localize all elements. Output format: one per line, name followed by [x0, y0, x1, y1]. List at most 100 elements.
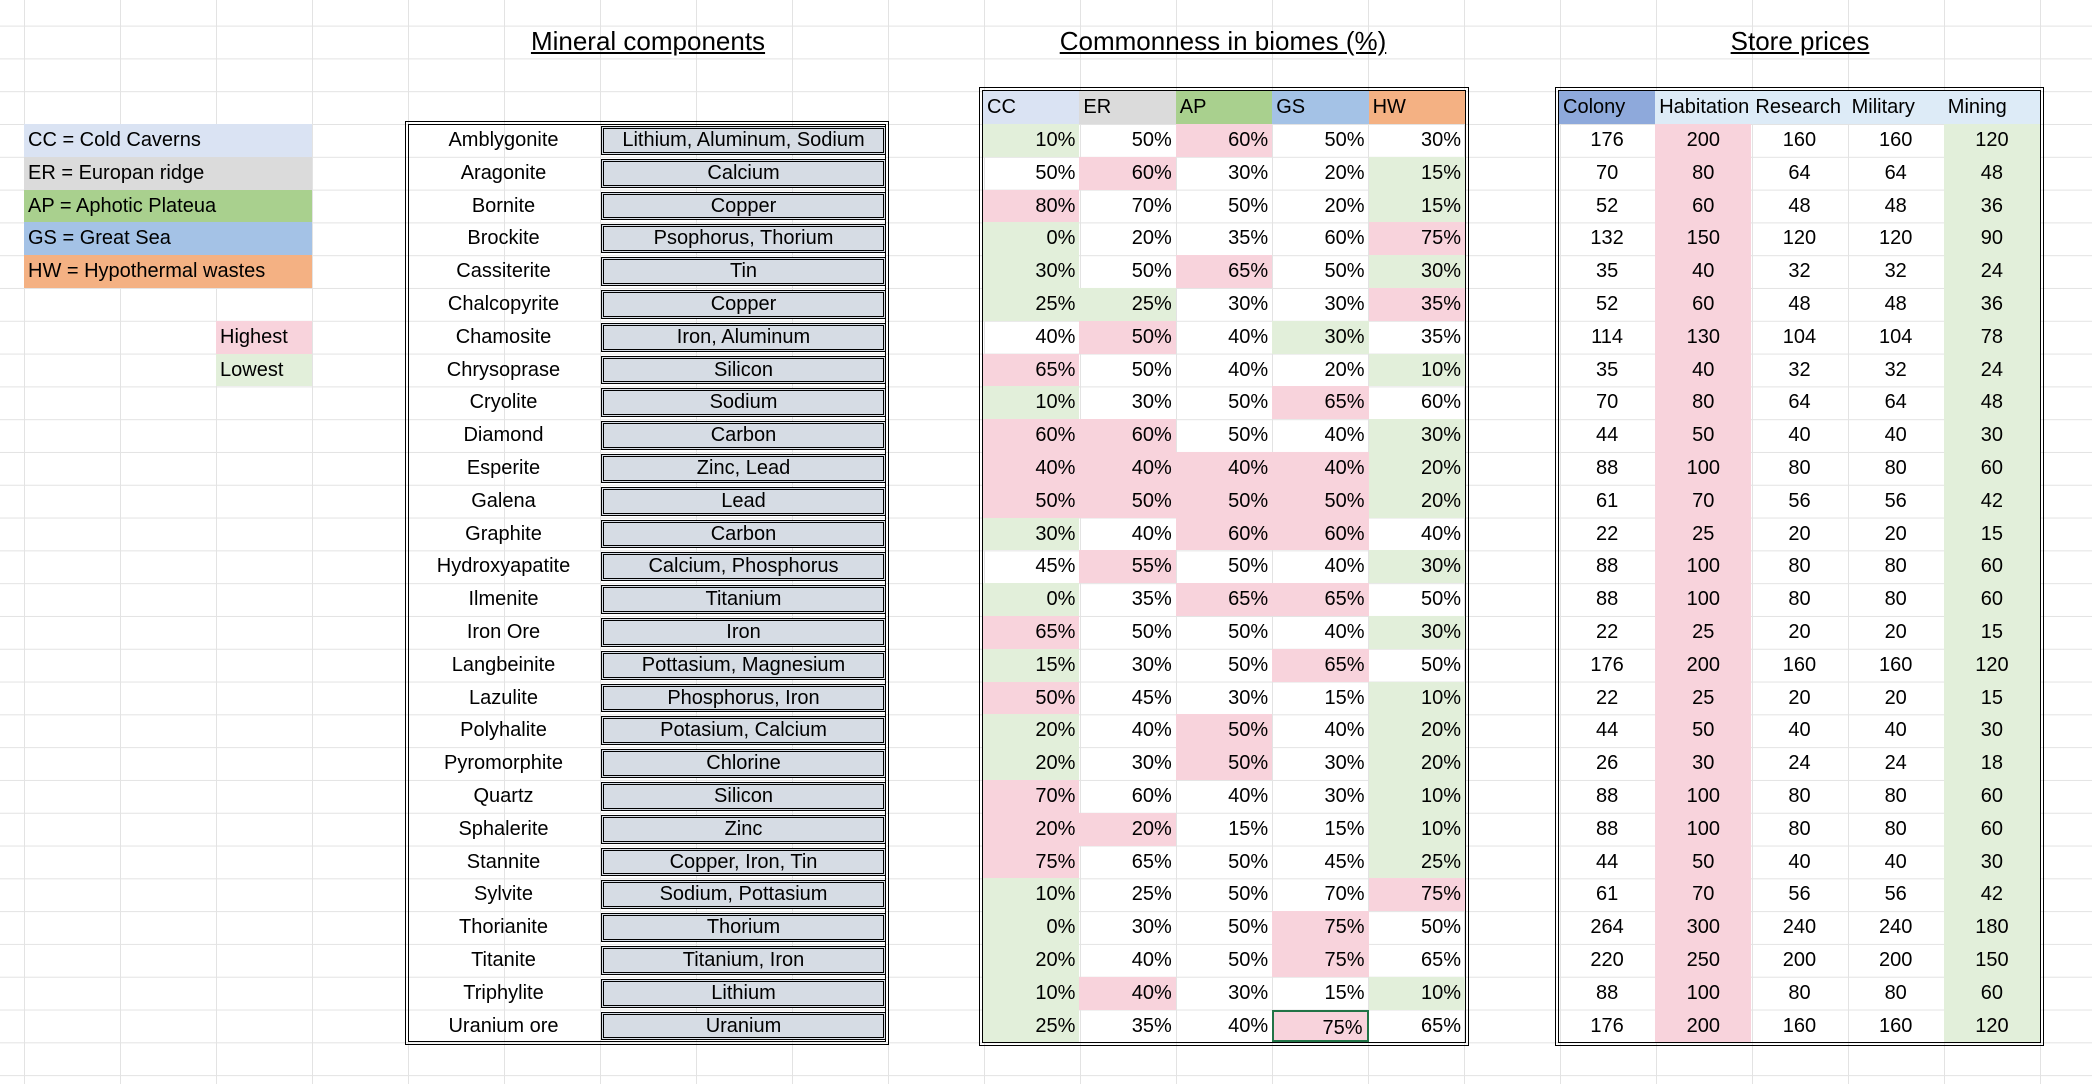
- price-cell: 61: [1595, 489, 1619, 512]
- commonness-cell: 15%: [1324, 686, 1365, 709]
- commonness-cell: 40%: [1131, 522, 1172, 545]
- price-cell: 15: [1943, 616, 2040, 649]
- price-cell: 25: [1655, 681, 1752, 715]
- mineral-name: Langbeinite: [451, 653, 556, 676]
- commonness-cell: 25%: [983, 288, 1080, 321]
- price-cell: 200: [1782, 949, 1817, 971]
- price-cell: 40: [1884, 719, 1907, 742]
- commonness-cell: 25%: [1368, 845, 1465, 879]
- commonness-cell: 25%: [1131, 883, 1172, 906]
- commonness-cell: 50%: [1228, 391, 1269, 414]
- price-cell: 48: [1788, 293, 1811, 315]
- biome-header: GS: [1272, 91, 1369, 124]
- commonness-cell: 0%: [983, 911, 1080, 944]
- commonness-cell: 40%: [1079, 452, 1176, 485]
- commonness-cell: 15%: [1368, 156, 1465, 190]
- commonness-cell: 20%: [1324, 194, 1365, 217]
- price-cell: 120: [1879, 227, 1913, 250]
- price-cell: 64: [1884, 391, 1907, 414]
- commonness-cell: 20%: [983, 714, 1080, 748]
- price-cell: 44: [1595, 850, 1619, 873]
- mineral-components: Sodium, Pottasium: [601, 880, 886, 910]
- mineral-components: Psophorus, Thorium: [601, 224, 886, 254]
- price-cell: 56: [1788, 489, 1811, 512]
- biome-header: AP: [1175, 91, 1273, 124]
- commonness-cell: 60%: [1131, 785, 1172, 807]
- price-cell: 32: [1788, 260, 1811, 283]
- price-cell: 120: [1943, 124, 2040, 157]
- price-header: Mining: [1943, 91, 2040, 124]
- mineral-components: Silicon: [601, 355, 886, 385]
- price-cell: 160: [1879, 1014, 1913, 1037]
- price-cell: 80: [1788, 981, 1811, 1004]
- commonness-cell: 30%: [983, 517, 1080, 551]
- price-cell: 25: [1655, 616, 1752, 649]
- legend-highest: Highest: [216, 320, 312, 354]
- price-header: Habitation: [1655, 91, 1752, 124]
- commonness-cell: 10%: [983, 386, 1080, 420]
- price-cell: 120: [1782, 227, 1817, 250]
- mineral-components: Pottasium, Magnesium: [601, 650, 886, 680]
- mineral-components: Zinc: [601, 814, 886, 844]
- commonness-cell: 50%: [1228, 653, 1269, 676]
- price-header: Research: [1751, 91, 1848, 124]
- mineral-name: Amblygonite: [448, 129, 559, 151]
- commonness-cell: 15%: [1368, 189, 1465, 223]
- legend-item: ER = Europan ridge: [24, 156, 312, 190]
- commonness-cell: 30%: [1420, 129, 1461, 151]
- price-cell: 150: [1655, 222, 1752, 256]
- mineral-components: Lithium: [601, 978, 886, 1008]
- mineral-name: Lazulite: [469, 686, 538, 709]
- commonness-cell: 20%: [1079, 812, 1176, 846]
- price-cell: 18: [1943, 747, 2040, 780]
- commonness-cell: 65%: [1175, 583, 1273, 616]
- price-cell: 150: [1943, 944, 2040, 977]
- prices-title: Store prices: [1730, 26, 1870, 56]
- mineral-name: Titanite: [471, 949, 536, 971]
- commonness-cell: 30%: [1368, 550, 1465, 584]
- mineral-components: Titanium: [601, 585, 886, 614]
- price-cell: 56: [1788, 883, 1811, 906]
- commonness-cell: 35%: [1368, 288, 1465, 321]
- commonness-cell: 50%: [1228, 883, 1269, 906]
- commonness-cell: 65%: [1131, 850, 1172, 873]
- commonness-cell: 25%: [1079, 288, 1176, 321]
- commonness-cell: 65%: [1272, 386, 1369, 420]
- price-cell: 61: [1595, 883, 1619, 906]
- mineral-components: Lithium, Aluminum, Sodium: [601, 126, 886, 155]
- price-cell: 30: [1655, 747, 1752, 780]
- price-cell: 70: [1595, 161, 1619, 184]
- commonness-cell: 20%: [983, 747, 1080, 780]
- commonness-cell: 30%: [1228, 686, 1269, 709]
- price-cell: 20: [1788, 522, 1811, 545]
- price-cell: 60: [1943, 452, 2040, 485]
- commonness-cell: 70%: [1131, 194, 1172, 217]
- commonness-cell: 65%: [1420, 949, 1461, 971]
- commonness-cell: 50%: [1272, 484, 1369, 518]
- mineral-name: Thorianite: [459, 916, 548, 939]
- mineral-name: Graphite: [465, 522, 542, 545]
- mineral-components: Sodium: [601, 388, 886, 418]
- price-cell: 15: [1943, 517, 2040, 551]
- price-cell: 50: [1655, 845, 1752, 879]
- commonness-cell: 50%: [1175, 714, 1273, 748]
- mineral-name: Pyromorphite: [444, 752, 563, 775]
- minerals-title: Mineral components: [530, 26, 766, 56]
- mineral-name: Quartz: [473, 785, 534, 807]
- price-cell: 44: [1595, 719, 1619, 742]
- price-cell: 40: [1884, 850, 1907, 873]
- commonness-cell: 30%: [1131, 752, 1172, 775]
- price-cell: 132: [1590, 227, 1624, 250]
- price-cell: 104: [1879, 325, 1913, 348]
- mineral-name: Ilmenite: [468, 588, 539, 611]
- price-cell: 40: [1788, 850, 1811, 873]
- commonness-cell: 30%: [1272, 320, 1369, 354]
- commonness-cell: 60%: [1175, 124, 1273, 157]
- price-cell: 100: [1655, 976, 1752, 1010]
- commonness-cell: 40%: [1420, 522, 1461, 545]
- price-cell: 60: [1655, 189, 1752, 223]
- price-cell: 80: [1884, 588, 1907, 611]
- price-cell: 90: [1943, 222, 2040, 256]
- commonness-cell: 50%: [983, 681, 1080, 715]
- price-cell: 48: [1943, 386, 2040, 420]
